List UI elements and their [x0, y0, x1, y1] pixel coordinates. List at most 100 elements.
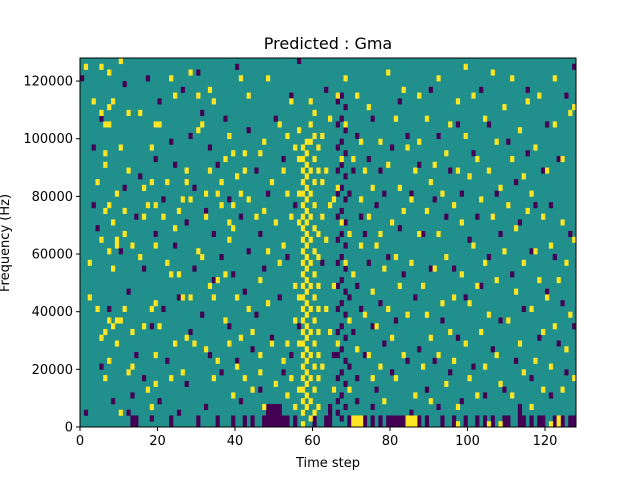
heatmap-cell-high — [529, 403, 534, 411]
heatmap-cell-high — [180, 294, 185, 301]
heatmap-cell-low — [339, 346, 344, 353]
heatmap-cell-high — [145, 202, 151, 209]
heatmap-cell-high — [490, 213, 495, 220]
heatmap-cell-low — [572, 63, 577, 70]
heatmap-cell-high — [300, 236, 306, 243]
heatmap-cell-low — [324, 86, 329, 93]
heatmap-cells — [80, 58, 577, 428]
heatmap-cell-low — [374, 202, 379, 209]
heatmap-cell-high — [211, 375, 216, 382]
heatmap-cell-high — [459, 219, 464, 226]
heatmap-cell-low — [269, 403, 275, 411]
heatmap-cell-low — [343, 196, 348, 203]
heatmap-cell-high — [130, 242, 135, 249]
heatmap-cell-high — [219, 179, 224, 186]
heatmap-cell-high — [351, 271, 356, 278]
heatmap-cell-high — [242, 150, 247, 157]
heatmap-cell-low — [122, 184, 127, 191]
heatmap-cell-high — [413, 415, 418, 422]
heatmap-cell-high — [355, 346, 360, 353]
heatmap-cell-high — [490, 69, 495, 76]
heatmap-cell-high — [300, 213, 306, 220]
heatmap-cell-low — [560, 415, 565, 422]
heatmap-cell-low — [417, 161, 422, 168]
heatmap-cell-low — [134, 421, 139, 428]
heatmap-cell-low — [390, 369, 395, 376]
heatmap-cell-low — [362, 421, 368, 428]
heatmap-cell-low — [397, 421, 402, 428]
heatmap-cell-high — [455, 98, 461, 105]
heatmap-cell-high — [475, 156, 480, 163]
heatmap-cell-low — [231, 421, 236, 428]
heatmap-cell-high — [207, 167, 213, 174]
heatmap-cell-high — [459, 271, 464, 278]
heatmap-cell-high — [393, 375, 399, 382]
heatmap-cell-high — [351, 421, 356, 428]
heatmap-cell-high — [300, 421, 306, 428]
heatmap-cell-high — [382, 398, 387, 405]
heatmap-cell-high — [111, 323, 116, 330]
heatmap-cell-high — [262, 403, 267, 411]
heatmap-cell-high — [91, 98, 96, 105]
heatmap-cell-low — [149, 323, 154, 330]
heatmap-cell-high — [103, 161, 108, 168]
heatmap-cell-high — [486, 311, 492, 318]
heatmap-cell-low — [250, 421, 255, 428]
chart-title: Predicted : Gma — [264, 34, 392, 53]
heatmap-cell-low — [359, 213, 364, 220]
heatmap-cell-high — [401, 352, 406, 359]
heatmap-cell-high — [300, 144, 306, 151]
heatmap-cell-low — [227, 196, 232, 203]
heatmap-cell-low — [347, 294, 352, 301]
heatmap-cell-low — [510, 271, 515, 278]
heatmap-cell-high — [114, 317, 120, 324]
heatmap-cell-high — [169, 75, 174, 82]
heatmap-cell-high — [556, 421, 561, 428]
y-tick-label: 0 — [65, 421, 73, 436]
y-tick-label: 80000 — [32, 190, 73, 205]
heatmap-cell-low — [552, 254, 557, 261]
heatmap-cell-high — [242, 375, 247, 382]
heatmap-cell-low — [370, 403, 375, 411]
plot-frame — [79, 57, 577, 428]
heatmap-cell-low — [362, 352, 368, 359]
heatmap-cell-high — [572, 375, 577, 382]
heatmap-cell-high — [471, 92, 476, 99]
heatmap-cell-high — [281, 167, 286, 174]
heatmap-cell-high — [304, 150, 309, 157]
heatmap-cell-high — [176, 271, 182, 278]
heatmap-cell-low — [153, 156, 158, 163]
heatmap-cell-high — [401, 207, 406, 214]
heatmap-cell-low — [258, 230, 263, 238]
heatmap-cell-high — [153, 300, 158, 307]
heatmap-cell-low — [165, 357, 170, 364]
heatmap-cell-low — [382, 340, 387, 347]
heatmap-cell-low — [366, 259, 371, 266]
heatmap-cell-high — [331, 386, 337, 393]
heatmap-cell-low — [204, 207, 209, 214]
heatmap-cell-low — [393, 317, 399, 324]
heatmap-cell-high — [510, 392, 515, 399]
heatmap-cell-low — [483, 415, 488, 422]
heatmap-cell-high — [397, 282, 402, 289]
heatmap-cell-high — [463, 132, 468, 140]
heatmap-cell-low — [335, 98, 340, 105]
heatmap-cell-high — [223, 317, 228, 324]
heatmap-cell-high — [409, 415, 414, 422]
heatmap-cell-high — [413, 392, 418, 399]
heatmap-cell-high — [405, 415, 410, 422]
heatmap-cell-low — [545, 121, 550, 128]
heatmap-cell-high — [304, 311, 309, 318]
heatmap-cell-low — [355, 132, 360, 140]
heatmap-cell-high — [533, 357, 538, 364]
heatmap-cell-low — [335, 352, 340, 359]
heatmap-cell-high — [103, 328, 108, 336]
heatmap-cell-high — [316, 403, 321, 411]
heatmap-cell-high — [173, 92, 178, 99]
heatmap-cell-high — [87, 259, 92, 266]
heatmap-cell-low — [502, 421, 507, 428]
heatmap-cell-low — [378, 300, 383, 307]
heatmap-cell-low — [343, 219, 348, 226]
heatmap-cell-high — [165, 179, 170, 186]
heatmap-cell-high — [494, 277, 499, 284]
